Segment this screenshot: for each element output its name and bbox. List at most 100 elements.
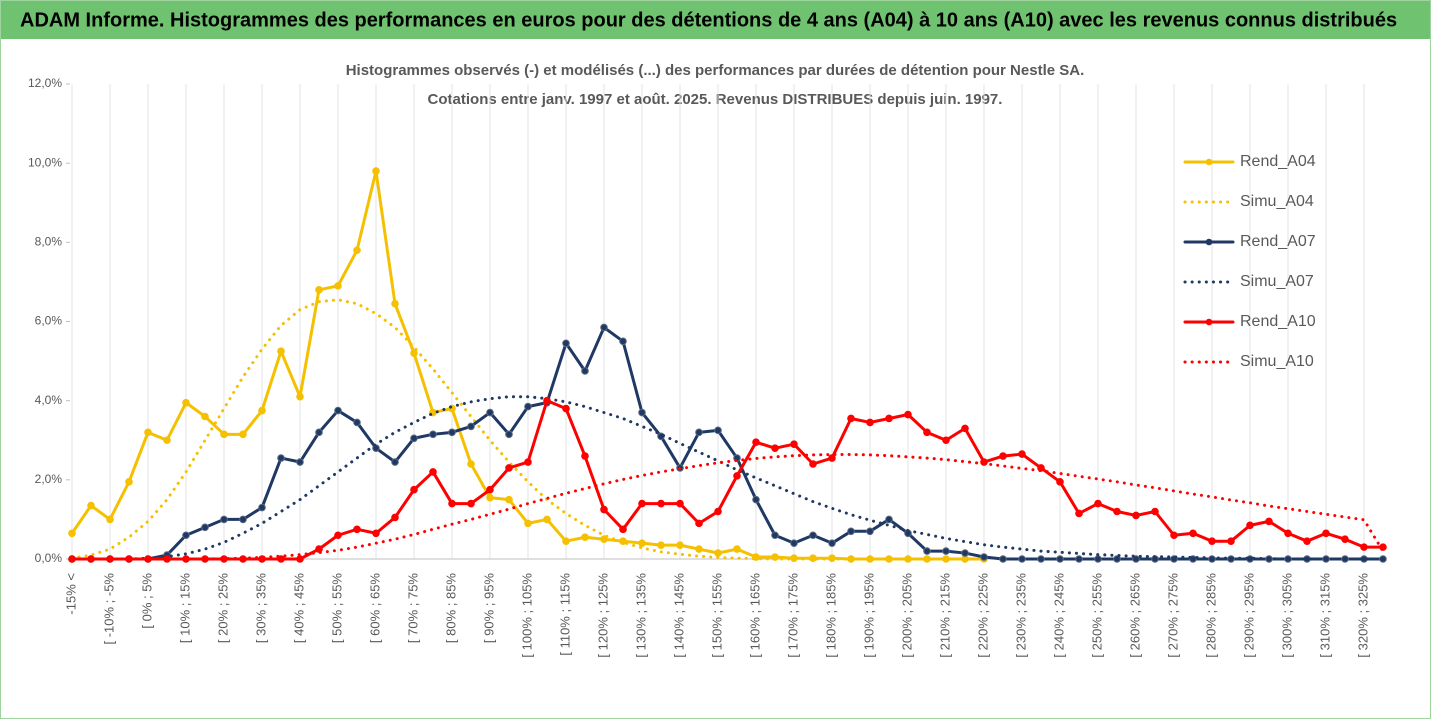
point (486, 493, 494, 502)
point (714, 426, 722, 435)
point (334, 406, 342, 415)
point (277, 555, 285, 563)
point (581, 452, 589, 460)
point (771, 531, 779, 540)
point (239, 515, 247, 524)
point (391, 299, 399, 308)
point (182, 398, 190, 407)
point (1037, 555, 1045, 563)
x-tick-label: [ 20% ; 25% (215, 573, 230, 644)
point (1018, 555, 1026, 563)
point (1094, 555, 1102, 563)
point (923, 428, 931, 437)
point (1360, 543, 1368, 551)
point (562, 537, 570, 545)
point (1075, 555, 1083, 563)
point (1322, 529, 1330, 538)
y-tick-label: 0,0% (35, 551, 63, 565)
point (182, 531, 190, 540)
point (296, 458, 304, 466)
legend-label: Rend_A07 (1240, 233, 1316, 250)
point (600, 323, 608, 332)
point (429, 430, 437, 439)
legend-marker (1205, 158, 1213, 166)
point (790, 539, 798, 547)
x-tick-label: [ 150% ; 155% (709, 573, 724, 658)
x-tick-label: [ 240% ; 245% (1051, 573, 1066, 658)
point (657, 541, 665, 549)
point (296, 555, 304, 563)
y-tick-label: 10,0% (28, 155, 62, 169)
point (961, 549, 969, 557)
point (524, 519, 532, 528)
point (619, 525, 627, 534)
point (144, 428, 152, 437)
point (410, 434, 418, 443)
point (87, 501, 95, 510)
x-tick-label: [ 160% ; 165% (747, 573, 762, 658)
x-tick-label: [ 40% ; 45% (291, 573, 306, 644)
point (467, 499, 475, 508)
point (391, 458, 399, 466)
point (1265, 517, 1273, 526)
legend-label: Simu_A07 (1240, 273, 1314, 290)
x-tick-label: [ 10% ; 15% (177, 573, 192, 644)
point (239, 430, 247, 439)
point (1056, 478, 1064, 486)
point (752, 438, 760, 447)
x-tick-label: [ 230% ; 235% (1013, 573, 1028, 658)
point (448, 499, 456, 508)
x-tick-label: [ 210% ; 215% (937, 573, 952, 658)
point (1341, 535, 1349, 544)
point (467, 422, 475, 431)
point (372, 167, 380, 175)
point (581, 367, 589, 375)
point (790, 440, 798, 449)
x-tick-label: [ 80% ; 85% (443, 573, 458, 644)
point (885, 515, 893, 524)
point (524, 402, 532, 411)
x-tick-label: [ 310% ; 315% (1317, 573, 1332, 658)
x-tick-label: [ 60% ; 65% (367, 573, 382, 644)
x-tick-label: [ 320% ; 325% (1355, 573, 1370, 658)
point (581, 533, 589, 542)
x-tick-label: [ -10% ; -5% (101, 573, 116, 645)
point (125, 478, 133, 486)
point (277, 347, 285, 355)
point (714, 549, 722, 557)
chart-title: Histogrammes observés (-) et modélisés (… (346, 62, 1085, 79)
point (847, 555, 855, 563)
point (353, 246, 361, 255)
point (106, 515, 114, 524)
point (334, 282, 342, 290)
point (638, 499, 646, 508)
point (733, 472, 741, 480)
point (391, 513, 399, 522)
x-tick-label: [ 270% ; 275% (1165, 573, 1180, 658)
point (1303, 537, 1311, 545)
point (201, 412, 209, 421)
point (68, 529, 76, 538)
y-tick-label: 4,0% (35, 393, 63, 407)
point (315, 286, 323, 294)
y-tick-label: 2,0% (35, 472, 63, 486)
point (1018, 450, 1026, 458)
point (1246, 521, 1254, 530)
point (1170, 531, 1178, 540)
model-line (70, 453, 1385, 561)
point (220, 430, 228, 439)
point (638, 408, 646, 417)
point (885, 414, 893, 423)
legend-label: Rend_A04 (1240, 153, 1316, 170)
x-tick-label: [ 140% ; 145% (671, 573, 686, 658)
point (676, 541, 684, 549)
point (999, 555, 1007, 563)
point (486, 408, 494, 417)
point (258, 406, 266, 415)
point (353, 418, 361, 427)
y-tick-label: 8,0% (35, 235, 63, 249)
point (505, 495, 513, 504)
x-tick-label: [ 90% ; 95% (481, 573, 496, 644)
x-tick-label: [ 100% ; 105% (519, 573, 534, 658)
